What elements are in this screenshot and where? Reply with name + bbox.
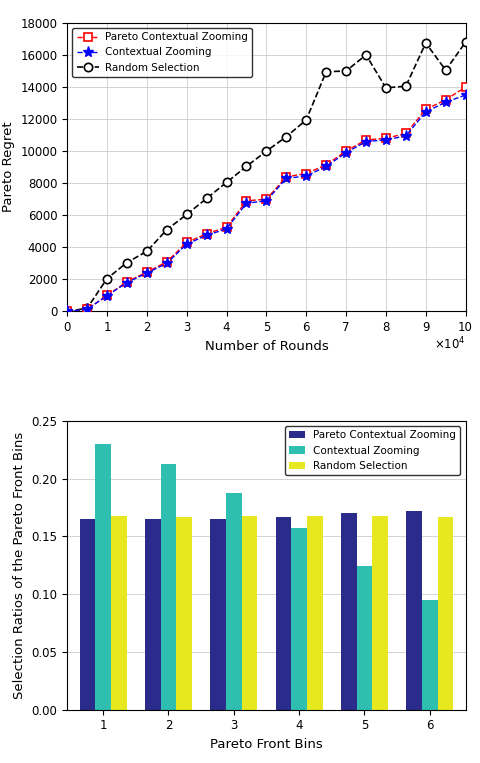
Random Selection bbox=[383, 83, 389, 92]
Bar bbox=[291, 529, 307, 710]
Pareto Contextual Zooming bbox=[184, 238, 190, 247]
Pareto Contextual Zooming bbox=[264, 195, 269, 204]
Contextual Zooming bbox=[204, 230, 209, 240]
Pareto Contextual Zooming bbox=[204, 229, 209, 238]
Contextual Zooming bbox=[124, 278, 130, 287]
Contextual Zooming bbox=[164, 259, 170, 268]
Contextual Zooming bbox=[283, 174, 289, 183]
Pareto Contextual Zooming bbox=[463, 82, 468, 92]
Pareto Contextual Zooming bbox=[104, 291, 110, 300]
Pareto Contextual Zooming bbox=[323, 160, 329, 169]
Text: $\times10^4$: $\times10^4$ bbox=[434, 336, 466, 353]
Pareto Contextual Zooming bbox=[423, 105, 429, 114]
Bar bbox=[111, 516, 127, 710]
Bar bbox=[422, 600, 437, 710]
Random Selection bbox=[403, 82, 408, 91]
Pareto Contextual Zooming bbox=[84, 304, 90, 314]
Bar bbox=[437, 517, 453, 710]
Random Selection bbox=[204, 194, 209, 203]
Random Selection bbox=[104, 274, 110, 283]
Legend: Pareto Contextual Zooming, Contextual Zooming, Random Selection: Pareto Contextual Zooming, Contextual Zo… bbox=[285, 427, 460, 475]
Random Selection bbox=[184, 210, 190, 219]
Contextual Zooming bbox=[363, 137, 369, 146]
Random Selection bbox=[64, 307, 70, 316]
Line: Random Selection: Random Selection bbox=[63, 38, 470, 316]
Random Selection bbox=[164, 225, 170, 234]
Random Selection bbox=[144, 246, 150, 256]
Pareto Contextual Zooming bbox=[243, 196, 250, 205]
Contextual Zooming bbox=[144, 269, 150, 278]
Contextual Zooming bbox=[323, 162, 329, 171]
Contextual Zooming bbox=[423, 108, 429, 117]
Pareto Contextual Zooming bbox=[164, 257, 170, 266]
Random Selection bbox=[84, 304, 90, 313]
X-axis label: Pareto Front Bins: Pareto Front Bins bbox=[210, 738, 323, 751]
Bar bbox=[276, 517, 291, 710]
Bar bbox=[176, 517, 192, 710]
Bar bbox=[145, 519, 161, 710]
Random Selection bbox=[423, 38, 429, 47]
Random Selection bbox=[264, 146, 269, 156]
Bar bbox=[96, 444, 111, 710]
Contextual Zooming bbox=[104, 291, 110, 301]
Y-axis label: Selection Ratios of the Pareto Front Bins: Selection Ratios of the Pareto Front Bin… bbox=[13, 432, 26, 699]
Line: Pareto Contextual Zooming: Pareto Contextual Zooming bbox=[63, 83, 469, 315]
Pareto Contextual Zooming bbox=[224, 223, 229, 232]
Random Selection bbox=[463, 37, 468, 47]
Random Selection bbox=[363, 50, 369, 60]
Bar bbox=[341, 513, 357, 710]
Random Selection bbox=[124, 258, 130, 267]
Pareto Contextual Zooming bbox=[383, 134, 389, 143]
Bar bbox=[357, 566, 372, 710]
Bar bbox=[307, 516, 323, 710]
Pareto Contextual Zooming bbox=[124, 277, 130, 286]
Contextual Zooming bbox=[303, 172, 309, 181]
Contextual Zooming bbox=[403, 131, 408, 140]
Pareto Contextual Zooming bbox=[343, 146, 349, 156]
Random Selection bbox=[443, 66, 448, 75]
Random Selection bbox=[224, 178, 229, 187]
Pareto Contextual Zooming bbox=[443, 95, 448, 105]
Contextual Zooming bbox=[443, 98, 448, 107]
Contextual Zooming bbox=[383, 135, 389, 144]
Contextual Zooming bbox=[64, 307, 70, 316]
Pareto Contextual Zooming bbox=[363, 135, 369, 144]
Line: Contextual Zooming: Contextual Zooming bbox=[61, 89, 471, 317]
Random Selection bbox=[243, 162, 250, 171]
Bar bbox=[161, 464, 176, 710]
Contextual Zooming bbox=[224, 224, 229, 233]
Pareto Contextual Zooming bbox=[403, 129, 408, 138]
Bar bbox=[210, 519, 226, 710]
Pareto Contextual Zooming bbox=[303, 169, 309, 178]
Random Selection bbox=[283, 132, 289, 141]
Random Selection bbox=[323, 67, 329, 76]
Random Selection bbox=[303, 115, 309, 124]
Pareto Contextual Zooming bbox=[144, 268, 150, 277]
Contextual Zooming bbox=[463, 91, 468, 100]
Contextual Zooming bbox=[184, 240, 190, 249]
Legend: Pareto Contextual Zooming, Contextual Zooming, Random Selection: Pareto Contextual Zooming, Contextual Zo… bbox=[72, 28, 252, 77]
Bar bbox=[80, 519, 96, 710]
Contextual Zooming bbox=[343, 148, 349, 157]
Pareto Contextual Zooming bbox=[283, 172, 289, 182]
Contextual Zooming bbox=[264, 196, 269, 205]
Bar bbox=[226, 493, 241, 710]
Bar bbox=[241, 516, 257, 710]
Y-axis label: Pareto Regret: Pareto Regret bbox=[2, 122, 15, 212]
Contextual Zooming bbox=[84, 304, 90, 314]
Pareto Contextual Zooming bbox=[64, 307, 70, 316]
Contextual Zooming bbox=[243, 198, 250, 208]
X-axis label: Number of Rounds: Number of Rounds bbox=[204, 340, 328, 353]
Random Selection bbox=[343, 66, 349, 76]
Bar bbox=[406, 511, 422, 710]
Bar bbox=[372, 516, 388, 710]
